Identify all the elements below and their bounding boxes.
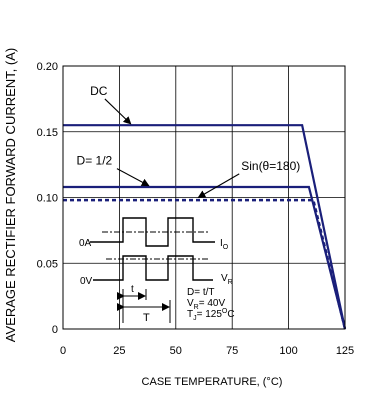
annotation-arrow — [197, 173, 240, 199]
x-axis-label: CASE TEMPERATURE, (°C) — [142, 376, 283, 388]
condition-text: VR= 40V — [187, 298, 225, 311]
condition-value: = 40V — [199, 298, 226, 309]
vr-subscript: R — [228, 279, 233, 286]
condition-unit: C — [227, 309, 234, 320]
y-tick-label: 0.10 — [37, 193, 58, 205]
x-tick-label: 75 — [226, 345, 238, 357]
condition-text: TJ= 125OC — [187, 308, 235, 322]
annotations: DC D= 1/2 Sin(θ=180) — [77, 84, 300, 199]
y-tick-label: 0.15 — [37, 127, 58, 139]
annotation-label: DC — [90, 84, 108, 98]
x-tick-label: 125 — [336, 345, 354, 357]
voltage-waveform — [93, 255, 213, 281]
annotation-label: Sin(θ=180) — [241, 159, 300, 173]
series-line — [63, 198, 347, 330]
y-tick-label: 0.20 — [37, 61, 58, 73]
current-waveform — [90, 217, 215, 247]
plot-frame — [62, 65, 346, 330]
x-tick-label: 100 — [279, 345, 297, 357]
annotation-label: D= 1/2 — [77, 154, 113, 168]
io-subscript: O — [223, 244, 229, 251]
tick-labels: 0 25 50 75 100 125 0 0.05 0.10 0.15 0.20 — [37, 61, 355, 357]
annotation-arrow — [116, 168, 150, 187]
zero-volt-label: 0V — [80, 276, 93, 287]
zero-amp-label: 0A — [79, 238, 92, 249]
x-tick-label: 25 — [113, 345, 125, 357]
condition-superscript: O — [222, 308, 228, 315]
y-axis-label: AVERAGE RECTIFIER FORWARD CURRENT, (A) — [3, 48, 18, 342]
annotation-arrow — [104, 98, 132, 125]
y-tick-label: 0.05 — [37, 258, 58, 270]
condition-value: = 125 — [197, 309, 223, 320]
y-tick-label: 0 — [52, 324, 58, 336]
series-line — [63, 185, 347, 330]
io-label: IO — [220, 238, 229, 251]
vr-label: VR — [221, 273, 233, 286]
condition-symbol: T — [187, 309, 193, 320]
condition-subscript: J — [193, 315, 197, 322]
condition-symbol: V — [187, 298, 194, 309]
series-group — [63, 124, 347, 330]
period-label: T — [143, 312, 150, 324]
condition-text: D= t/T — [187, 287, 215, 298]
x-tick-label: 0 — [60, 345, 66, 357]
condition-subscript: R — [194, 304, 199, 311]
x-tick-label: 50 — [170, 345, 182, 357]
series-line — [63, 124, 347, 330]
t-label: t — [131, 284, 134, 295]
